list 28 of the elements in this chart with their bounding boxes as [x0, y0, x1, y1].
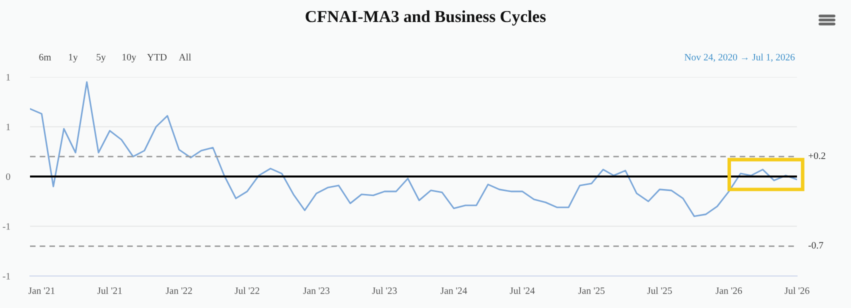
chart-title: CFNAI-MA3 and Business Cycles: [306, 10, 546, 26]
y-tick-label: -1: [2, 223, 10, 230]
x-tick-label: Jul '25: [647, 287, 672, 294]
x-tick-label: Jul '24: [510, 287, 535, 294]
x-tick-label: Jan '21: [28, 287, 55, 294]
x-tick-label: Jan '22: [166, 287, 192, 294]
text: 10y: [122, 54, 136, 62]
text: YTD: [147, 54, 167, 60]
text: 1y: [68, 54, 78, 62]
x-tick-label: Jan '26: [716, 287, 742, 294]
text: 6m: [39, 54, 52, 60]
line-series: [30, 81, 797, 218]
x-tick-label: Jan '24: [440, 287, 468, 294]
y-tick-label: -1: [2, 272, 10, 280]
text: 5y: [96, 54, 106, 62]
ref-line-label: -0.7: [808, 242, 824, 249]
x-tick-label: Jul '26: [784, 287, 810, 294]
ref-line-label: +0.2: [808, 152, 826, 160]
x-tick-label: Jul '23: [372, 287, 397, 294]
x-tick-label: Jan '25: [578, 287, 605, 294]
y-tick-label: 1: [6, 124, 10, 130]
x-tick-label: Jul '22: [234, 287, 260, 294]
text: Nov 24, 2020 → Jul 1, 2026: [684, 54, 795, 62]
x-tick-label: Jan '23: [303, 287, 330, 294]
y-tick-label: 1: [6, 74, 10, 80]
text: All: [178, 54, 192, 60]
x-tick-label: Jul '21: [97, 287, 122, 294]
y-tick-label: 0: [6, 173, 10, 180]
